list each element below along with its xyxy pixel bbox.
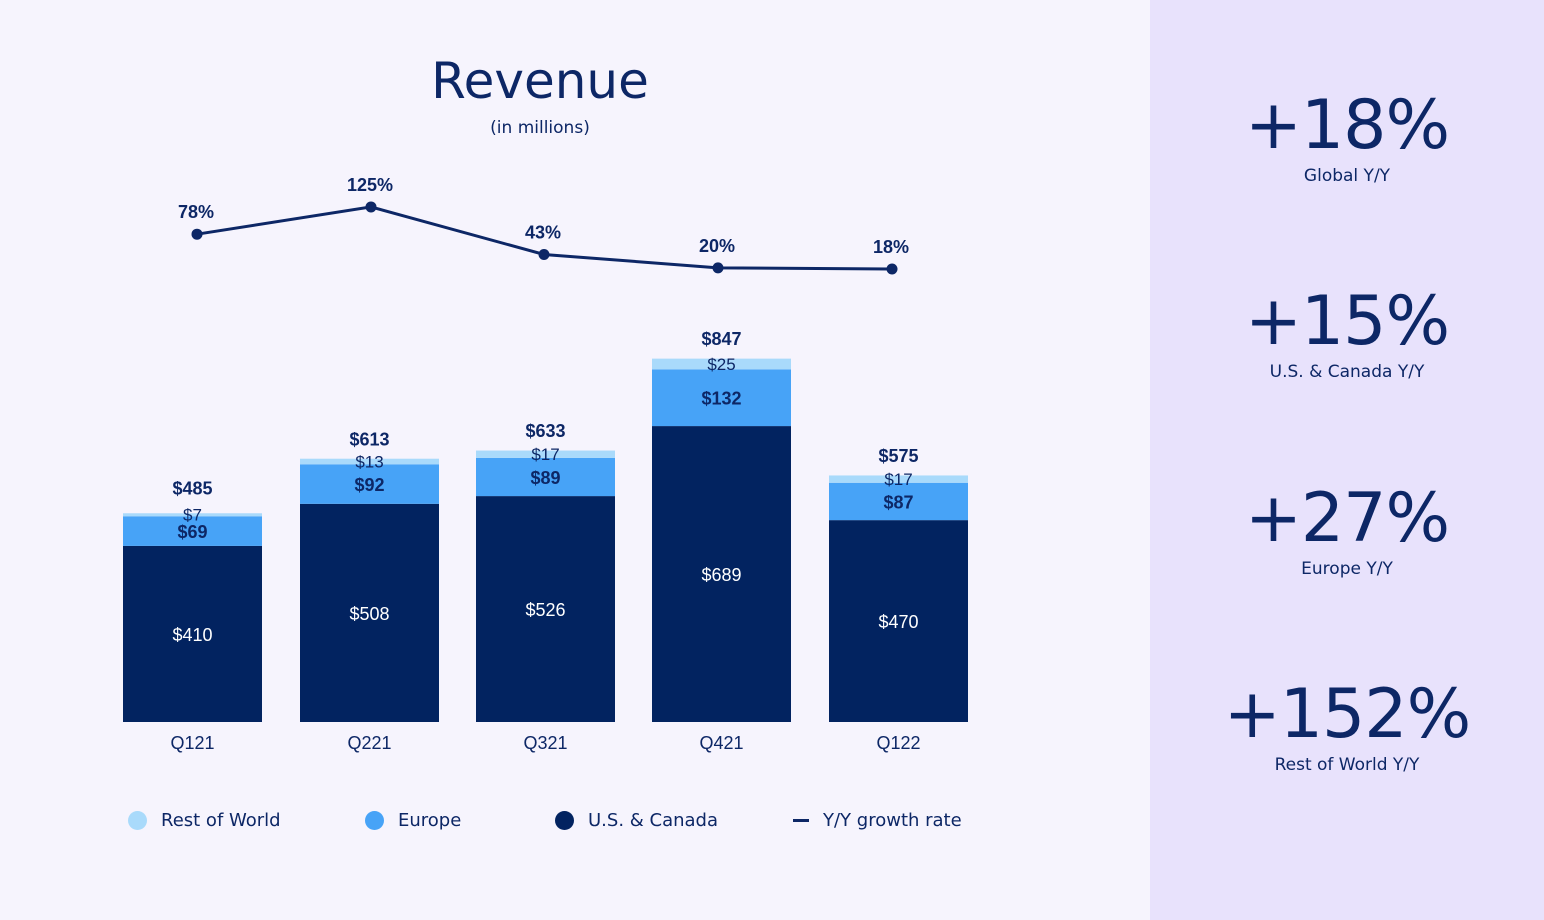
chart-subtitle: (in millions) <box>490 118 590 138</box>
stat-label: Europe Y/Y <box>1301 559 1393 579</box>
legend-item-us-canada: U.S. & Canada <box>555 808 718 832</box>
stat-label: U.S. & Canada Y/Y <box>1269 362 1425 382</box>
revenue-chart: $410 $69$7 $485 Q121 $508 $92 $13 $613 Q221 $526 $… <box>123 175 968 753</box>
bar-europe <box>652 369 791 427</box>
bar-europe <box>123 516 262 546</box>
europe-value-label: $87 <box>883 492 913 512</box>
total-value-label: $633 <box>525 421 565 441</box>
rest-of-world-value-label: $7 <box>183 505 202 524</box>
bar-rest-of-world <box>300 458 439 465</box>
total-value-label: $575 <box>878 446 918 466</box>
rest-of-world-value-label: $17 <box>884 470 912 489</box>
legend-label: U.S. & Canada <box>588 809 719 831</box>
us-canada-value-label: $689 <box>701 565 741 585</box>
bar-us-canada <box>123 545 262 722</box>
bar-us-canada <box>652 426 791 722</box>
growth-value-label: 18% <box>873 237 909 257</box>
stat-value: +15% <box>1244 282 1450 361</box>
bar-us-canada <box>476 496 615 722</box>
chart-title: Revenue <box>431 52 649 110</box>
growth-value-label: 20% <box>699 236 735 256</box>
legend-item-growth-rate: Y/Y growth rate <box>793 808 962 832</box>
total-value-label: $847 <box>701 329 741 349</box>
us-canada-value-label: $526 <box>525 600 565 620</box>
growth-point <box>712 262 724 274</box>
us-canada-value-label: $508 <box>349 604 389 624</box>
europe-swatch-icon <box>365 810 384 830</box>
bar-rest-of-world <box>476 450 615 458</box>
legend-label: Europe <box>398 809 462 831</box>
europe-value-label: $132 <box>701 389 741 409</box>
europe-value-label: $92 <box>354 475 384 495</box>
stat-global: +18% Global Y/Y <box>1150 86 1544 187</box>
rest-of-world-value-label: $13 <box>355 453 383 472</box>
stat-label: Rest of World Y/Y <box>1274 755 1420 775</box>
bar-europe <box>300 464 439 504</box>
stat-value: +27% <box>1244 479 1450 558</box>
growth-value-label: 78% <box>178 202 214 222</box>
bar-rest-of-world <box>829 475 968 483</box>
europe-value-label: $69 <box>177 522 207 542</box>
rest-of-world-value-label: $25 <box>707 355 735 374</box>
stats-panel: +18% Global Y/Y +15% U.S. & Canada Y/Y +… <box>1150 0 1544 920</box>
stat-value: +152% <box>1223 675 1471 754</box>
bar-us-canada <box>829 520 968 722</box>
stat-rest-of-world: +152% Rest of World Y/Y <box>1150 675 1544 776</box>
growth-point <box>191 228 203 240</box>
growth-point <box>538 249 550 260</box>
growth-value-label: 43% <box>525 223 561 243</box>
legend-label: Y/Y growth rate <box>823 809 962 831</box>
europe-value-label: $89 <box>530 468 560 488</box>
bar-rest-of-world <box>652 358 791 370</box>
rest-of-world-swatch-icon <box>128 810 147 830</box>
category-tick-label: Q122 <box>876 733 920 753</box>
legend-item-rest-of-world: Rest of World <box>128 808 281 832</box>
legend-item-europe: Europe <box>365 808 461 832</box>
us-canada-swatch-icon <box>555 810 574 830</box>
total-value-label: $485 <box>172 479 212 499</box>
bar-europe <box>476 457 615 497</box>
growth-value-label: 125% <box>347 175 393 195</box>
stat-label: Global Y/Y <box>1303 166 1391 186</box>
bar-rest-of-world <box>123 513 262 517</box>
category-tick-label: Q321 <box>523 733 567 753</box>
us-canada-value-label: $410 <box>172 625 212 645</box>
category-tick-label: Q221 <box>347 733 391 753</box>
stat-us-canada: +15% U.S. & Canada Y/Y <box>1150 282 1544 383</box>
stat-europe: +27% Europe Y/Y <box>1150 479 1544 580</box>
us-canada-value-label: $470 <box>878 612 918 632</box>
rest-of-world-value-label: $17 <box>531 445 559 464</box>
chart-panel: $410 $69 $7 $485 Q121 $508 $92 $13 $613 Q221 $526 $… <box>123 52 968 832</box>
stat-value: +18% <box>1244 86 1450 165</box>
category-tick-label: Q421 <box>699 733 743 753</box>
growth-point <box>365 201 377 213</box>
total-value-label: $613 <box>349 430 389 450</box>
bar-us-canada <box>300 503 439 722</box>
growth-point <box>886 263 898 275</box>
bar-europe <box>829 482 968 521</box>
growth-line-swatch-icon <box>793 818 809 822</box>
category-tick-label: Q121 <box>170 733 214 753</box>
legend-label: Rest of World <box>161 809 281 831</box>
